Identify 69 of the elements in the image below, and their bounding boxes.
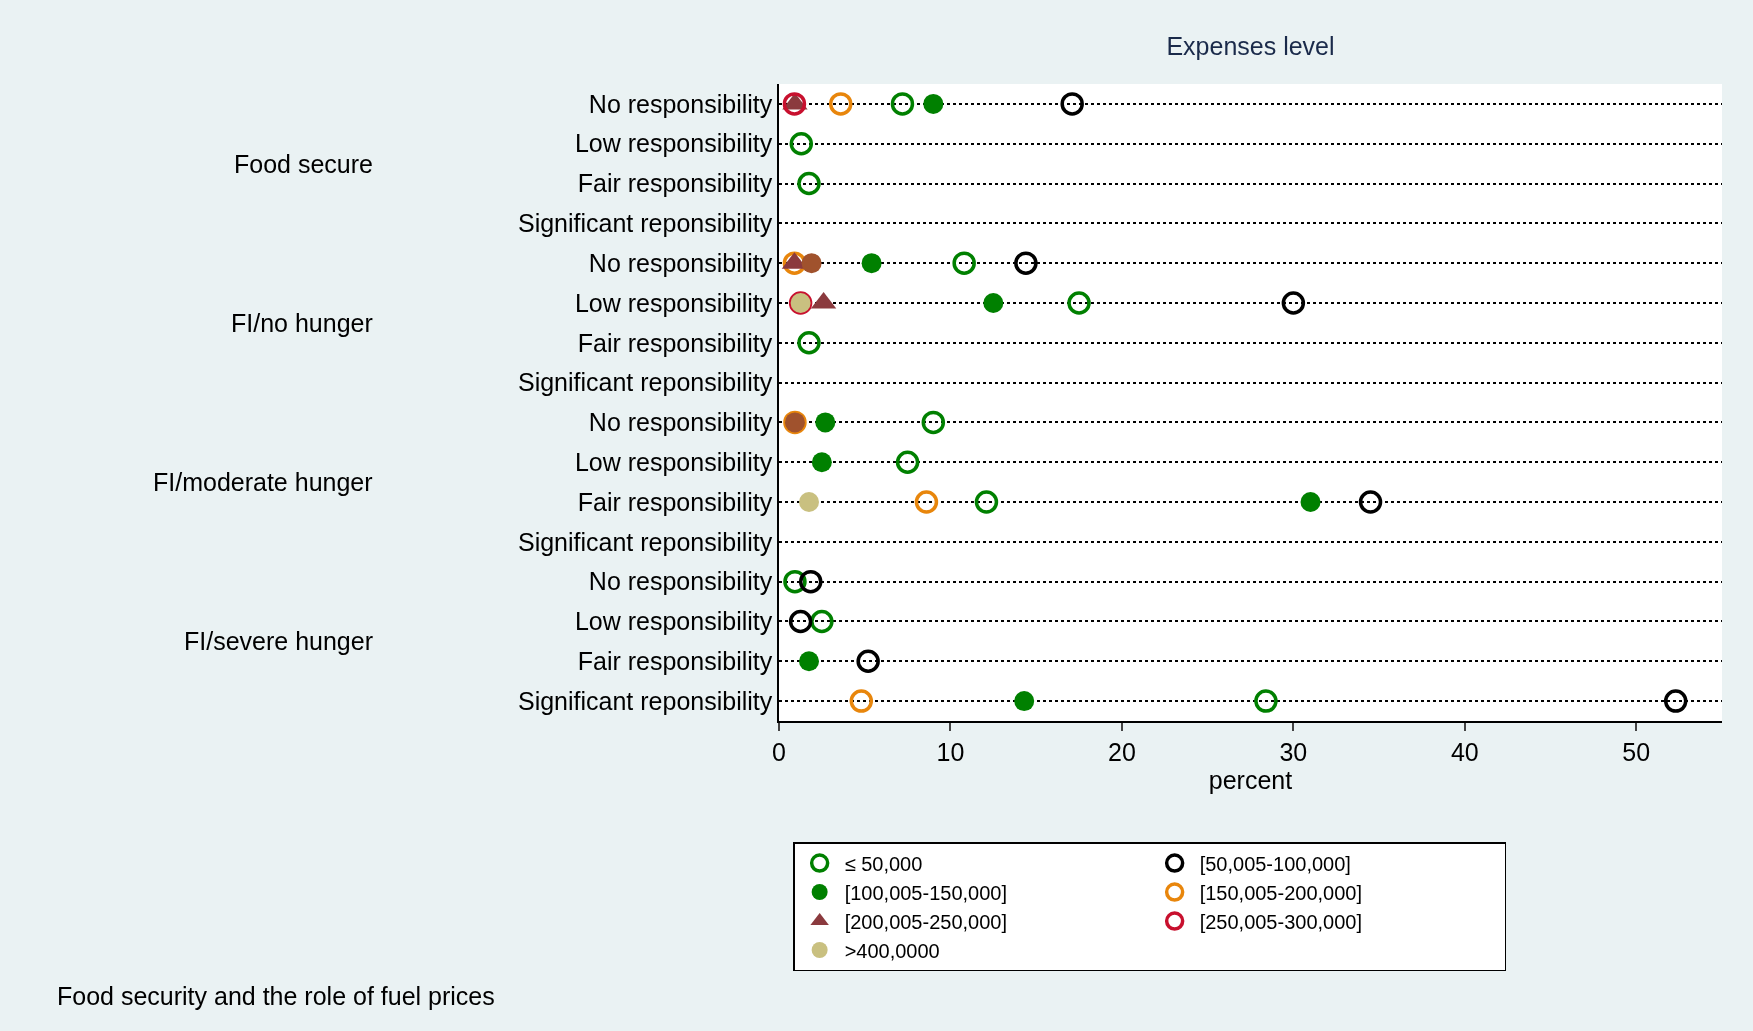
point	[1281, 291, 1306, 315]
point	[788, 609, 813, 634]
point	[1663, 689, 1688, 713]
point	[895, 450, 920, 474]
point	[828, 92, 853, 116]
point	[789, 131, 814, 156]
y-tick-label: Fair responsibility	[577, 647, 773, 676]
y-tick-label: No responsibility	[588, 248, 773, 277]
point	[974, 490, 999, 514]
point	[797, 331, 821, 355]
point	[983, 292, 1004, 313]
y-tick-label: Significant reponsibility	[517, 686, 773, 715]
point	[1014, 251, 1038, 275]
point	[921, 410, 946, 435]
text: FI/moderate hunger	[153, 468, 373, 496]
point	[1358, 490, 1383, 514]
legend-label: [200,005-250,000]	[844, 910, 1008, 933]
legend-label: >400,0000	[844, 939, 940, 962]
y-tick-label: Significant reponsibility	[517, 368, 773, 397]
point	[952, 251, 976, 275]
point	[799, 492, 819, 513]
y-tick-label: No responsibility	[588, 567, 773, 596]
x-tick-label: 30	[1279, 737, 1308, 766]
x-tick-label: 0	[772, 737, 786, 766]
x-tick-label: 50	[1622, 737, 1651, 766]
y-tick-label: Low responsibility	[574, 447, 773, 476]
text: Food secure	[234, 150, 373, 178]
point	[914, 490, 939, 514]
y-tick-label: Fair responsibility	[577, 328, 773, 357]
point	[923, 93, 944, 114]
point	[801, 253, 822, 274]
y-tick-label: Low responsibility	[574, 607, 773, 636]
point	[797, 171, 821, 196]
point	[849, 689, 874, 713]
legend-label: ≤ 50,000	[844, 852, 923, 875]
x-tick-label: 20	[1108, 737, 1136, 766]
point	[810, 609, 834, 634]
point	[1060, 92, 1084, 116]
point	[782, 92, 807, 116]
point	[1300, 492, 1321, 513]
y-tick-label: Low responsibility	[574, 129, 773, 158]
x-tick-label: 10	[936, 737, 965, 766]
legend-label: [150,005-200,000]	[1199, 881, 1363, 904]
x-axis-title: percent	[1208, 765, 1293, 794]
text: Food security and the role of fuel prices	[57, 982, 495, 1010]
x-tick-label: 40	[1450, 737, 1479, 766]
point	[890, 92, 915, 116]
legend-label: [250,005-300,000]	[1199, 910, 1363, 933]
point	[861, 253, 882, 274]
y-tick-label: Fair responsibility	[577, 169, 773, 198]
point	[799, 651, 819, 672]
y-tick-label: No responsibility	[588, 408, 773, 437]
y-tick-label: Fair responsibility	[577, 487, 773, 516]
y-tick-label: Low responsibility	[574, 288, 773, 317]
text: FI/no hunger	[231, 309, 373, 337]
legend-label: [50,005-100,000]	[1199, 852, 1351, 875]
point	[1014, 691, 1035, 712]
point	[1067, 291, 1091, 315]
y-tick-label: Significant reponsibility	[517, 209, 773, 238]
point	[798, 569, 823, 594]
legend-label: [100,005-150,000]	[844, 881, 1008, 904]
y-tick-label: No responsibility	[588, 89, 773, 118]
point	[1254, 689, 1278, 713]
y-tick-label: Significant reponsibility	[517, 527, 773, 556]
point	[856, 649, 880, 674]
point	[811, 452, 832, 473]
chart-title: Expenses level	[1166, 31, 1335, 60]
point	[815, 412, 836, 433]
text: FI/severe hunger	[184, 627, 373, 655]
